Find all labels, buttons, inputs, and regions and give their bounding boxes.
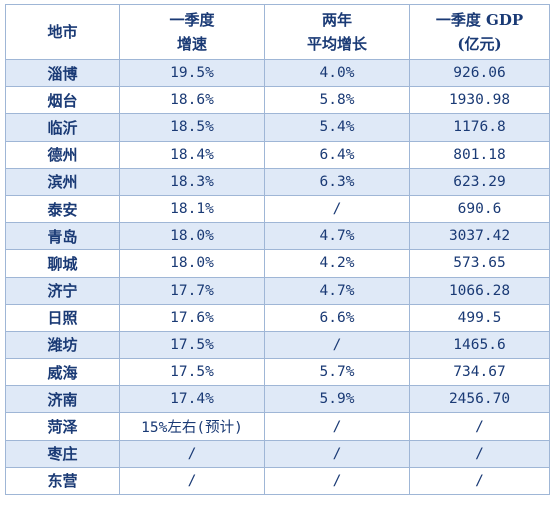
q1-growth-cell: 18.0% bbox=[119, 249, 265, 278]
table-row: 济宁 17.7% 4.7% 1066.28 bbox=[5, 276, 550, 305]
city-cell: 淄博 bbox=[5, 58, 120, 88]
city-cell: 青岛 bbox=[5, 222, 120, 251]
city-cell: 滨州 bbox=[5, 167, 120, 196]
two-year-growth-cell: 5.9% bbox=[264, 385, 410, 414]
q1-growth-cell: 18.0% bbox=[119, 222, 265, 251]
city-cell: 济宁 bbox=[5, 276, 120, 305]
q1-growth-cell: 17.5% bbox=[119, 330, 265, 360]
q1-growth-cell: 18.5% bbox=[119, 113, 265, 142]
two-year-growth-cell: / bbox=[264, 330, 410, 360]
gdp-cell: 1465.6 bbox=[409, 330, 550, 360]
q1-growth-cell: 17.4% bbox=[119, 385, 265, 414]
two-year-growth-cell: 4.7% bbox=[264, 222, 410, 251]
gdp-cell: 1066.28 bbox=[409, 276, 550, 305]
gdp-cell: 573.65 bbox=[409, 249, 550, 278]
gdp-cell: 3037.42 bbox=[409, 222, 550, 251]
two-year-growth-cell: 6.4% bbox=[264, 140, 410, 169]
table-row: 威海 17.5% 5.7% 734.67 bbox=[5, 358, 550, 387]
city-cell: 枣庄 bbox=[5, 439, 120, 468]
table-row: 滨州 18.3% 6.3% 623.29 bbox=[5, 167, 550, 196]
gdp-cell: / bbox=[409, 466, 550, 496]
two-year-growth-cell: 5.4% bbox=[264, 113, 410, 142]
two-year-growth-cell: / bbox=[264, 466, 410, 496]
gdp-cell: 623.29 bbox=[409, 167, 550, 196]
header-two-year-line2: 平均增长 bbox=[306, 35, 367, 53]
table-row: 烟台 18.6% 5.8% 1930.98 bbox=[5, 86, 550, 115]
table-row: 聊城 18.0% 4.2% 573.65 bbox=[5, 249, 550, 278]
two-year-growth-cell: 4.2% bbox=[264, 249, 410, 278]
header-gdp-line1: 一季度 GDP bbox=[435, 11, 524, 29]
city-cell: 济南 bbox=[5, 385, 120, 414]
q1-growth-cell: 18.6% bbox=[119, 86, 265, 115]
q1-growth-cell: 19.5% bbox=[119, 58, 265, 88]
table-row: 潍坊 17.5%/1465.6 bbox=[5, 330, 550, 360]
q1-growth-cell: 15%左右(预计) bbox=[119, 412, 265, 441]
header-q1-growth-line2: 增速 bbox=[176, 35, 207, 53]
two-year-growth-cell: 5.7% bbox=[264, 358, 410, 387]
city-cell: 聊城 bbox=[5, 249, 120, 278]
q1-growth-cell: 18.4% bbox=[119, 140, 265, 169]
table-body: 淄博 19.5% 4.0% 926.06 烟台 18.6% 5.8% 1930.98 临沂 18.… bbox=[5, 58, 550, 496]
header-q1-growth-line1: 一季度 bbox=[169, 11, 215, 29]
city-cell: 烟台 bbox=[5, 86, 120, 115]
q1-growth-cell: 17.6% bbox=[119, 303, 265, 332]
table-row: 菏泽 15%左右(预计) / / bbox=[5, 412, 550, 441]
two-year-growth-cell: 4.0% bbox=[264, 58, 410, 88]
table-row: 德州 18.4% 6.4% 801.18 bbox=[5, 140, 550, 169]
header-two-year: 两年 平均增长 bbox=[264, 4, 410, 60]
table-row: 泰安 18.1%/690.6 bbox=[5, 194, 550, 224]
table-row: 日照 17.6% 6.6% 499.5 bbox=[5, 303, 550, 332]
city-cell: 日照 bbox=[5, 303, 120, 332]
two-year-growth-cell: / bbox=[264, 412, 410, 441]
header-city-label: 地市 bbox=[47, 23, 78, 41]
city-cell: 菏泽 bbox=[5, 412, 120, 441]
two-year-growth-cell: 5.8% bbox=[264, 86, 410, 115]
table-row: 枣庄 / / / bbox=[5, 439, 550, 468]
two-year-growth-cell: / bbox=[264, 439, 410, 468]
q1-growth-cell: / bbox=[119, 439, 265, 468]
q1-growth-cell: / bbox=[119, 466, 265, 496]
table-header: 地市 一季度 增速 两年 平均增长 一季度 GDP (亿元) bbox=[5, 4, 550, 60]
q1-growth-cell: 17.5% bbox=[119, 358, 265, 387]
gdp-cell: 1930.98 bbox=[409, 86, 550, 115]
gdp-cell: 690.6 bbox=[409, 194, 550, 224]
table-row: 临沂 18.5% 5.4% 1176.8 bbox=[5, 113, 550, 142]
table-row: 东营 / / / bbox=[5, 466, 550, 496]
gdp-cell: 926.06 bbox=[409, 58, 550, 88]
city-cell: 德州 bbox=[5, 140, 120, 169]
gdp-table: 地市 一季度 增速 两年 平均增长 一季度 GDP (亿元) 淄博 19.5% 4.… bbox=[5, 4, 550, 496]
gdp-cell: / bbox=[409, 439, 550, 468]
city-cell: 东营 bbox=[5, 466, 120, 496]
table-row: 青岛 18.0% 4.7% 3037.42 bbox=[5, 222, 550, 251]
city-cell: 威海 bbox=[5, 358, 120, 387]
gdp-cell: / bbox=[409, 412, 550, 441]
gdp-cell: 1176.8 bbox=[409, 113, 550, 142]
table-row: 淄博 19.5% 4.0% 926.06 bbox=[5, 58, 550, 88]
header-city: 地市 bbox=[5, 4, 120, 60]
two-year-growth-cell: / bbox=[264, 194, 410, 224]
q1-growth-cell: 17.7% bbox=[119, 276, 265, 305]
gdp-cell: 801.18 bbox=[409, 140, 550, 169]
two-year-growth-cell: 6.3% bbox=[264, 167, 410, 196]
header-gdp: 一季度 GDP (亿元) bbox=[409, 4, 550, 60]
two-year-growth-cell: 4.7% bbox=[264, 276, 410, 305]
q1-growth-cell: 18.3% bbox=[119, 167, 265, 196]
gdp-cell: 734.67 bbox=[409, 358, 550, 387]
header-gdp-line2: (亿元) bbox=[457, 35, 502, 53]
gdp-cell: 499.5 bbox=[409, 303, 550, 332]
gdp-cell: 2456.70 bbox=[409, 385, 550, 414]
header-two-year-line1: 两年 bbox=[321, 11, 352, 29]
header-row: 地市 一季度 增速 两年 平均增长 一季度 GDP (亿元) bbox=[5, 4, 550, 60]
q1-growth-cell: 18.1% bbox=[119, 194, 265, 224]
table-row: 济南 17.4% 5.9% 2456.70 bbox=[5, 385, 550, 414]
city-cell: 临沂 bbox=[5, 113, 120, 142]
city-cell: 泰安 bbox=[5, 194, 120, 224]
two-year-growth-cell: 6.6% bbox=[264, 303, 410, 332]
city-cell: 潍坊 bbox=[5, 330, 120, 360]
gdp-table-container: 地市 一季度 增速 两年 平均增长 一季度 GDP (亿元) 淄博 19.5% 4.… bbox=[5, 4, 550, 496]
header-q1-growth: 一季度 增速 bbox=[119, 4, 265, 60]
